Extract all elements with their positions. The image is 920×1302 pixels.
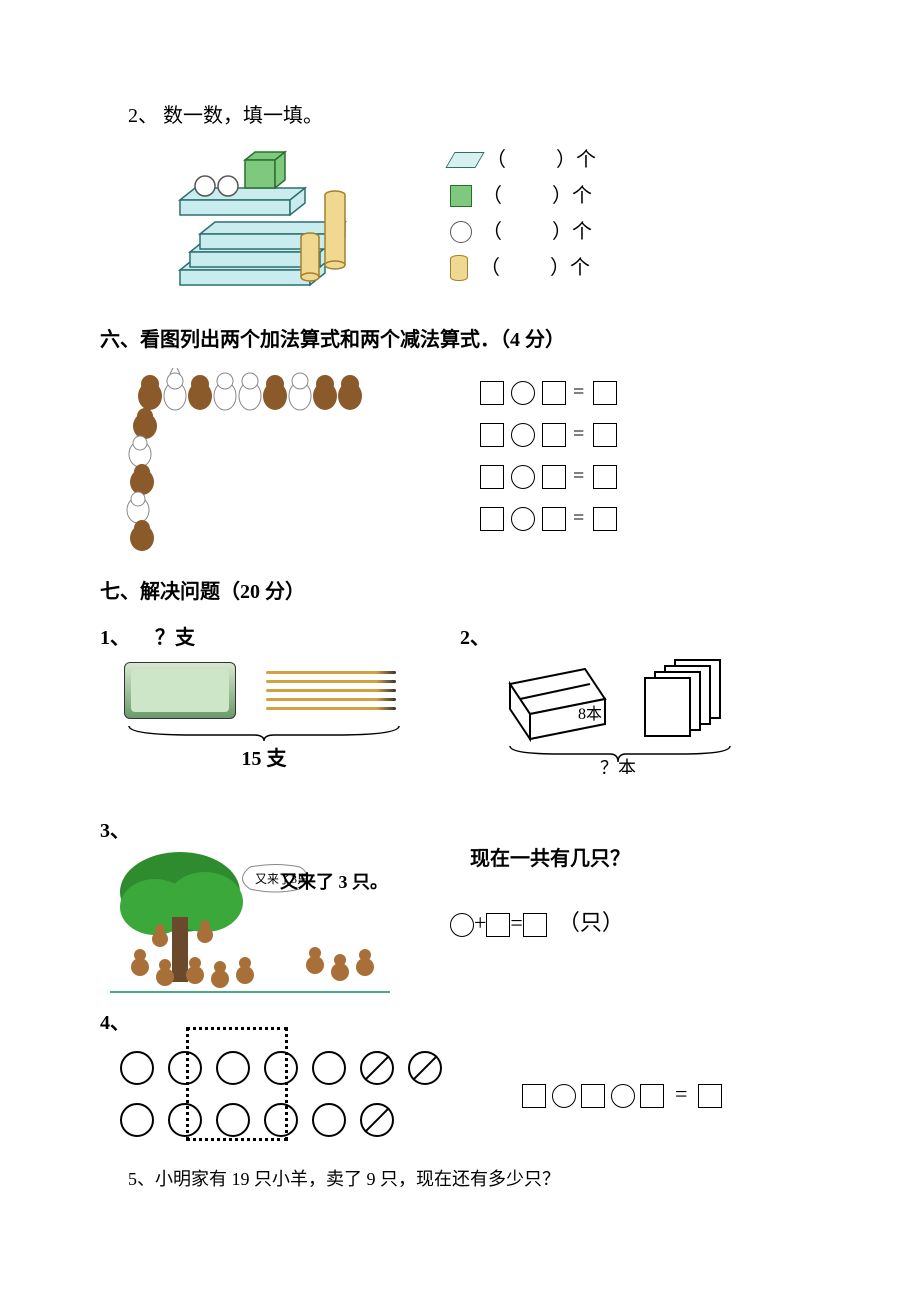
circle-icon [120,1103,154,1137]
paren-open: （ [482,216,502,248]
eq-line-3[interactable]: = [480,460,617,492]
q2-shapes-figure [160,140,400,300]
eq-line-4[interactable]: = [480,502,617,534]
animals-svg [100,366,380,556]
dotted-selection [186,1027,288,1141]
s7-q3: 又来了3只 又来了 3 只。 现在一共有几只？ [100,847,820,1007]
paren-open: （ [482,180,502,212]
q2-title: 数一数，填一填。 [163,105,323,127]
q1-label-bottom: 15 支 [124,743,404,775]
q2-label-bottom: ？本 [600,758,636,774]
q1-number: 1、 [100,627,130,649]
legend-cube-row: （ ）个 [450,178,596,214]
q2-figure: 8本 ？本 [500,654,750,754]
pencils-icon [266,665,396,716]
eq-line-2[interactable]: = [480,418,617,450]
q1-brace: 15 支 [124,723,404,775]
q2-row: （ ）个 （ ）个 （ ）个 （ ）个 [100,132,820,310]
q4-equation[interactable]: = [522,1076,722,1111]
s7-q2: 2、 8本 [460,622,820,775]
s7-q1-q2-row: 1、 ？支 15 支 2、 [100,622,820,775]
circle-icon [120,1051,154,1085]
q2-label-in: 8本 [578,705,602,723]
legend-cyl-row: （ ）个 [450,250,596,286]
q2-legend: （ ）个 （ ）个 （ ）个 （ ）个 [450,142,596,286]
q1-top-row: 1、 ？支 [100,622,460,654]
cube-icon [450,185,472,207]
q3-text-right: 现在一共有几只？ [470,843,630,875]
circle-icon [312,1051,346,1085]
q3-unit: （只） [558,910,624,935]
animals-figure [100,366,380,556]
circle-slash-icon [408,1051,442,1085]
circle-icon [312,1103,346,1137]
books-svg: 8本 ？本 [500,654,750,774]
q2-number: 2、 [128,105,158,127]
legend-sphere-row: （ ）个 [450,214,596,250]
q3-equation[interactable]: += （只） [450,905,630,940]
legend-rect-row: （ ）个 [450,142,596,178]
section6-equations: = = = = [480,366,617,556]
section7-heading: 七、解决问题（20 分） [100,576,820,608]
s7-q5: 5、小明家有 19 只小羊，卖了 9 只，现在还有多少只？ [100,1165,820,1194]
section6-heading: 六、看图列出两个加法算式和两个减法算式．（4 分） [100,324,820,356]
shapes-svg [160,140,400,300]
q4-circles-wrap [100,1039,442,1149]
eq-line-1[interactable]: = [480,376,617,408]
section6-body: = = = = [100,366,820,556]
legend-suffix: ）个 [550,252,590,284]
q5-number: 5、 [128,1169,155,1189]
q5-text: 小明家有 19 只小羊，卖了 9 只，现在还有多少只？ [155,1169,560,1189]
s7-q4: = [100,1039,820,1149]
legend-suffix: ）个 [552,216,592,248]
circle-slash-icon [360,1051,394,1085]
worksheet-page: 2、 数一数，填一填。 [0,0,920,1254]
circle-slash-icon [360,1103,394,1137]
cylinder-icon [450,255,468,281]
paren-open: （ [480,252,500,284]
q1-figure [124,662,460,719]
legend-suffix: ）个 [552,180,592,212]
paren-open: （ [486,144,506,176]
legend-suffix: ）个 [556,144,596,176]
q2-number: 2、 [460,622,820,654]
q1-label-top: ？支 [155,627,195,649]
q3-text-mid: 又来了 3 只。 [280,868,388,897]
pencil-box-icon [124,662,236,719]
q3-right: 又来了 3 只。 现在一共有几只？ += （只） [360,833,630,940]
sphere-icon [450,221,472,243]
rect-icon [445,152,484,168]
q2-title-row: 2、 数一数，填一填。 [100,100,820,132]
s7-q1: 1、 ？支 15 支 [100,622,460,775]
